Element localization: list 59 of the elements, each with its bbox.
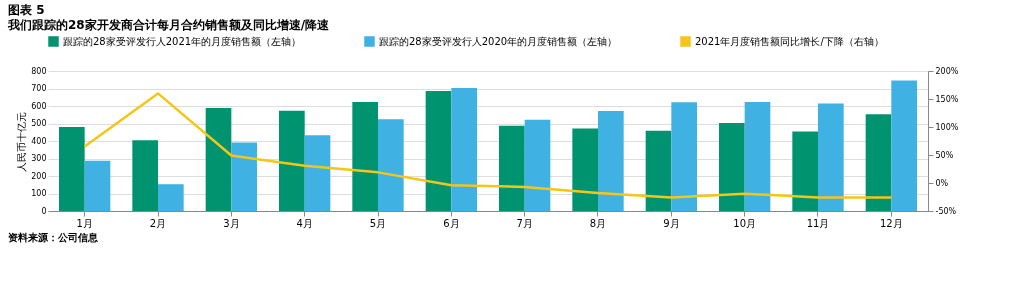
- bar: [158, 184, 184, 211]
- y-tick-label: 0: [41, 206, 47, 216]
- bar: [84, 160, 111, 211]
- bar: [132, 140, 158, 211]
- bar: [598, 111, 624, 211]
- y-axis-title: 人民币十亿元: [16, 111, 28, 172]
- y2-tick-label: 0%: [935, 178, 949, 188]
- y-tick-label: 400: [31, 136, 47, 146]
- y-tick-label: 100: [31, 189, 47, 198]
- x-tick-label: 5月: [369, 217, 387, 229]
- bar: [378, 119, 404, 211]
- bar: [671, 102, 697, 211]
- text: 资料来源：公司信息: [8, 232, 99, 243]
- bar: [304, 135, 331, 211]
- bar: [352, 101, 378, 211]
- y-tick-label: 300: [31, 154, 47, 163]
- legend-label: 跟踪的28家受评发行人2020年的月度销售额（左轴）: [379, 35, 618, 47]
- y-tick-label: 500: [31, 119, 47, 128]
- y2-tick-label: 100%: [935, 122, 959, 132]
- bar: [572, 128, 598, 211]
- bar: [524, 119, 551, 211]
- y-tick-label: 800: [31, 66, 47, 76]
- bar: [744, 101, 771, 211]
- bar: [59, 127, 85, 211]
- y-tick-label: 600: [31, 101, 47, 111]
- x-tick-label: 7月: [516, 217, 533, 229]
- bar: [231, 142, 257, 211]
- x-tick-label: 12月: [879, 217, 903, 229]
- y2-tick-label: 200%: [935, 66, 959, 76]
- y-tick-label: 200: [31, 171, 47, 181]
- bar: [891, 80, 917, 211]
- y2-tick-label: 50%: [935, 150, 954, 160]
- x-tick-label: 11月: [806, 217, 830, 229]
- bar: [205, 108, 232, 211]
- bar: [499, 125, 525, 211]
- y-tick-label: 700: [31, 84, 47, 93]
- x-tick-label: 9月: [663, 217, 680, 229]
- bar: [818, 103, 844, 211]
- chart-title: 图表 5: [8, 3, 45, 17]
- bar: [451, 87, 477, 211]
- bar: [645, 130, 672, 211]
- legend-label: 2021年月度销售额同比增长/下降（右轴）: [695, 35, 884, 47]
- y2-tick-label: 150%: [935, 94, 959, 104]
- x-tick-label: 6月: [443, 217, 460, 229]
- bar: [792, 131, 818, 211]
- bar: [719, 122, 745, 211]
- y2-tick-label: -50%: [935, 206, 957, 216]
- bar: [279, 110, 305, 211]
- x-tick-label: 3月: [223, 217, 240, 229]
- line-series: [83, 92, 893, 199]
- x-tick-label: 8月: [589, 217, 607, 229]
- x-tick-label: 10月: [733, 217, 757, 229]
- x-tick-label: 1月: [76, 217, 93, 229]
- x-tick-label: 4月: [296, 217, 313, 229]
- chart-subtitle: 我们跟踪的28家开发商合计每月合约销售额及同比增速/降速: [7, 18, 331, 32]
- bar: [425, 90, 452, 211]
- legend-label: 跟踪的28家受评发行人2021年的月度销售额（左轴）: [63, 35, 302, 47]
- x-tick-label: 2月: [149, 217, 167, 229]
- bar: [865, 114, 892, 211]
